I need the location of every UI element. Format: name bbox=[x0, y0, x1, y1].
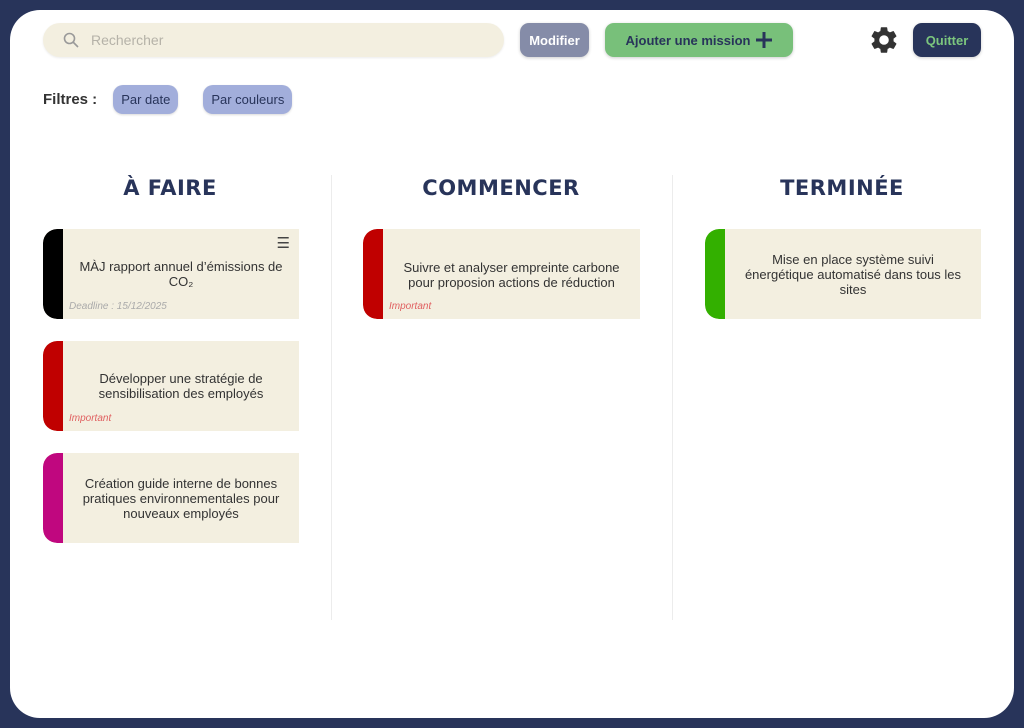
column-divider bbox=[672, 175, 673, 620]
color-tag bbox=[705, 229, 725, 319]
filters-label: Filtres : bbox=[43, 91, 98, 108]
gear-icon[interactable] bbox=[868, 24, 900, 56]
search-input[interactable] bbox=[91, 32, 471, 48]
column-title-started: COMMENCER bbox=[422, 176, 580, 200]
filter-by-color[interactable]: Par couleurs bbox=[203, 85, 293, 114]
column-divider bbox=[331, 175, 332, 620]
task-card[interactable]: Création guide interne de bonnes pratiqu… bbox=[43, 453, 299, 543]
task-card[interactable]: Suivre et analyser empreinte carbone pou… bbox=[363, 229, 640, 319]
task-deadline: Deadline : 15/12/2025 bbox=[69, 301, 167, 312]
color-tag bbox=[43, 229, 63, 319]
menu-icon[interactable]: ☰ bbox=[276, 235, 290, 252]
task-text: Développer une stratégie de sensibilisat… bbox=[98, 371, 264, 401]
color-tag bbox=[43, 341, 63, 431]
column-title-done: TERMINÉE bbox=[780, 176, 904, 200]
task-text: MÀJ rapport annuel d’émissions de CO₂ bbox=[79, 259, 283, 289]
add-mission-label: Ajouter une mission bbox=[625, 32, 751, 48]
column-title-todo: À FAIRE bbox=[123, 176, 217, 200]
task-priority: Important bbox=[69, 413, 112, 424]
filter-by-date[interactable]: Par date bbox=[113, 85, 179, 114]
search-bar[interactable] bbox=[43, 23, 504, 57]
task-text: Mise en place système suivi énergétique … bbox=[744, 251, 962, 297]
task-card[interactable]: Mise en place système suivi énergétique … bbox=[705, 229, 981, 319]
quit-button[interactable]: Quitter bbox=[913, 23, 981, 57]
task-card[interactable]: MÀJ rapport annuel d’émissions de CO₂ De… bbox=[43, 229, 299, 319]
task-text: Suivre et analyser empreinte carbone pou… bbox=[403, 260, 620, 290]
color-tag bbox=[43, 453, 63, 543]
plus-icon bbox=[756, 32, 773, 48]
add-mission-button[interactable]: Ajouter une mission bbox=[605, 23, 793, 57]
task-text: Création guide interne de bonnes pratiqu… bbox=[82, 475, 280, 521]
search-icon bbox=[63, 32, 79, 48]
filters-bar: Filtres : Par date Par couleurs bbox=[43, 85, 317, 114]
task-priority: Important bbox=[389, 301, 432, 312]
modify-button[interactable]: Modifier bbox=[520, 23, 589, 57]
color-tag bbox=[363, 229, 383, 319]
task-card[interactable]: Développer une stratégie de sensibilisat… bbox=[43, 341, 299, 431]
